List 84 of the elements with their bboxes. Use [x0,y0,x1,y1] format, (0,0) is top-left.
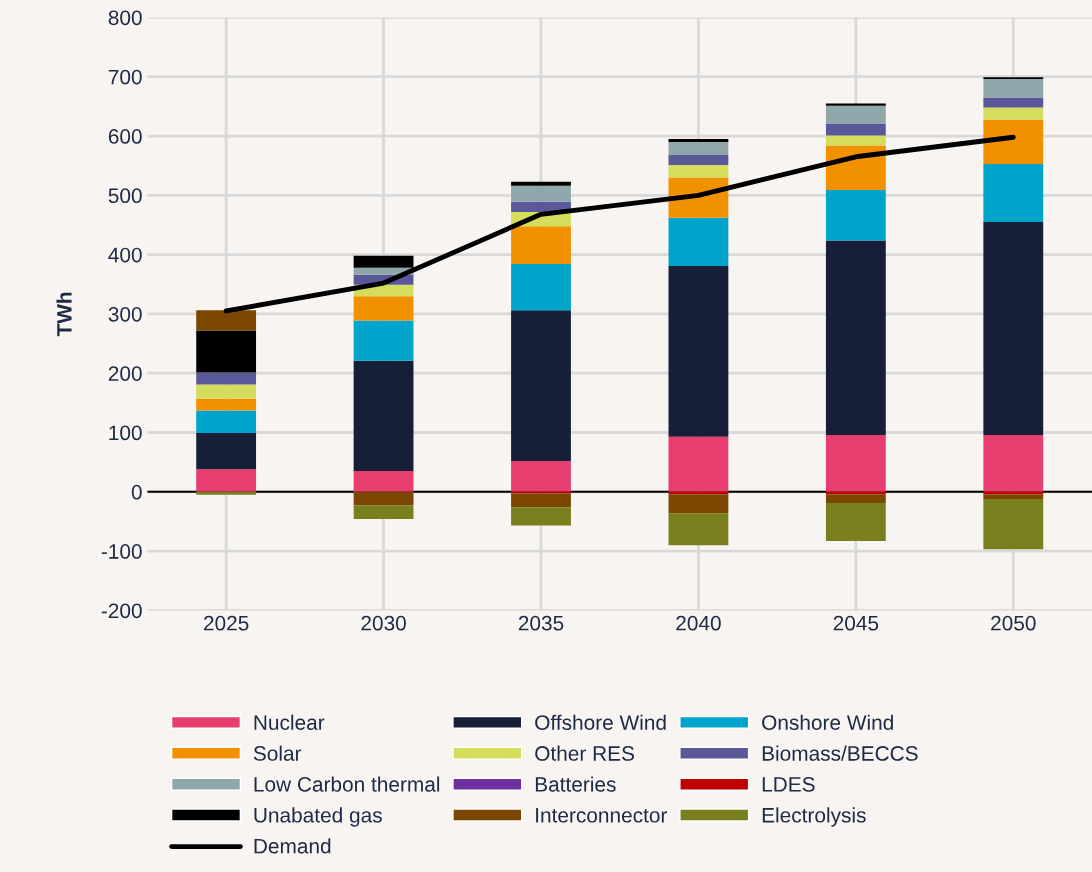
bar [668,265,729,437]
legend-label: Onshore Wind [762,714,893,730]
bar [353,255,414,268]
y-tick-label: -200 [101,603,142,619]
y-tick-label: 200 [108,366,142,381]
x-tick-label: 2040 [676,615,721,631]
y-tick-label: -100 [101,544,142,559]
bar [668,513,729,546]
bar [196,310,257,331]
x-tick-label: 2050 [991,615,1036,631]
bar [196,384,257,399]
bar [668,141,729,156]
bar [353,320,414,361]
bar [353,505,414,520]
legend-label: Batteries [535,776,616,792]
y-tick-label: 500 [108,188,142,204]
bar [353,471,414,492]
bar [511,460,571,492]
bar [668,494,729,514]
bar [196,398,257,411]
bar [825,123,886,136]
legend-label: Unabated gas [254,807,382,827]
legend-label: Low Carbon thermal [254,776,440,792]
bar [983,222,1044,435]
line-series [223,134,1016,314]
bar [983,498,1044,550]
bar [983,163,1044,223]
bar [511,181,571,186]
bar [825,240,886,435]
x-tick-label: 2045 [833,615,879,631]
legend-label: Interconnector [536,808,668,823]
legend-label: Demand [254,838,331,854]
bar [825,189,886,241]
legend-label: Offshore Wind [535,714,666,730]
bar [511,264,571,311]
bar [983,434,1044,492]
bar [353,491,414,506]
bar [511,310,571,461]
bar [196,372,257,385]
bar [511,507,571,526]
bar [668,217,729,266]
bar [668,155,729,166]
bar [196,469,257,492]
bar [983,107,1044,120]
legend-label: Solar [253,745,302,761]
bar [825,105,886,124]
legend-label: LDES [762,776,815,792]
x-tick-label: 2030 [361,615,406,631]
y-tick-label: 700 [108,69,142,85]
bar [825,103,886,106]
bar [511,201,571,212]
bar [983,97,1044,108]
legend-label: Electrolysis [762,807,866,827]
x-tick-label: 2025 [204,615,249,631]
bar [196,491,257,495]
bar [983,494,1044,499]
bar [825,434,886,492]
y-tick-label: 600 [108,129,142,144]
x-tick-label: 2035 [518,615,564,631]
bar [511,493,571,508]
bar [983,79,1044,98]
y-tick-label: 100 [109,425,142,441]
bar [825,135,886,146]
y-axis-title: TWh [56,292,72,337]
y-tick-label: 400 [108,247,142,263]
bar [511,226,571,265]
bar [668,139,729,142]
legend-label: Other RES [535,745,634,761]
bar [196,330,257,373]
bar [196,433,257,470]
y-tick-label: 800 [108,10,142,26]
bar [196,410,257,434]
bar [825,494,886,504]
y-tick-label: 300 [108,306,142,322]
legend-label: Biomass/BECCS [762,745,918,761]
bar [353,296,414,321]
y-tick-label: 0 [131,484,142,500]
bar [668,436,729,492]
legend-label: Nuclear [254,714,325,730]
bar [983,119,1044,164]
bar [825,503,886,542]
bar [353,360,414,472]
bar [511,185,571,202]
bar [668,165,729,178]
